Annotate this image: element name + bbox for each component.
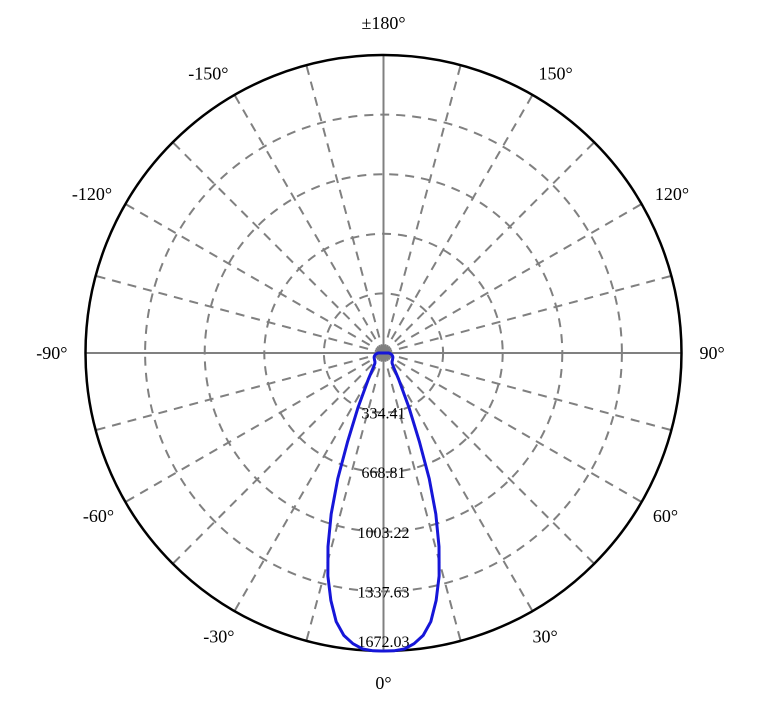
angle-label: 0° bbox=[375, 673, 391, 693]
radial-label: 1003.22 bbox=[358, 525, 410, 542]
polar-spoke bbox=[384, 353, 672, 430]
polar-spoke bbox=[173, 353, 384, 564]
angle-label: 30° bbox=[533, 626, 558, 646]
radial-label: 668.81 bbox=[362, 465, 406, 482]
polar-spoke bbox=[173, 142, 384, 353]
polar-spoke bbox=[306, 65, 383, 353]
polar-spoke bbox=[235, 95, 384, 353]
polar-spoke bbox=[125, 353, 383, 502]
angle-label: -120° bbox=[72, 184, 112, 204]
radial-label: 334.41 bbox=[362, 406, 406, 423]
polar-spoke bbox=[384, 353, 533, 611]
angle-label: 150° bbox=[539, 64, 573, 84]
polar-spoke bbox=[384, 65, 461, 353]
polar-spoke bbox=[125, 204, 383, 353]
angle-label: 120° bbox=[655, 184, 689, 204]
polar-spoke bbox=[96, 276, 384, 353]
polar-spoke bbox=[384, 353, 595, 564]
angle-label: -60° bbox=[83, 506, 114, 526]
polar-spoke bbox=[384, 95, 533, 353]
polar-spoke bbox=[384, 204, 642, 353]
angle-label: -30° bbox=[203, 626, 234, 646]
polar-spoke bbox=[384, 276, 672, 353]
polar-spoke bbox=[96, 353, 384, 430]
polar-chart: ±180° -150° -120° -90° -60° -30° 0° 30° 60° 90° 12… bbox=[0, 0, 767, 706]
angle-label: -150° bbox=[188, 64, 228, 84]
polar-spoke bbox=[384, 142, 595, 353]
polar-spoke bbox=[384, 353, 642, 502]
angle-label: 90° bbox=[700, 343, 725, 363]
angle-label: 60° bbox=[653, 506, 678, 526]
radial-label: 1337.63 bbox=[358, 584, 410, 601]
angle-label: ±180° bbox=[361, 13, 405, 33]
angle-label: -90° bbox=[36, 343, 67, 363]
